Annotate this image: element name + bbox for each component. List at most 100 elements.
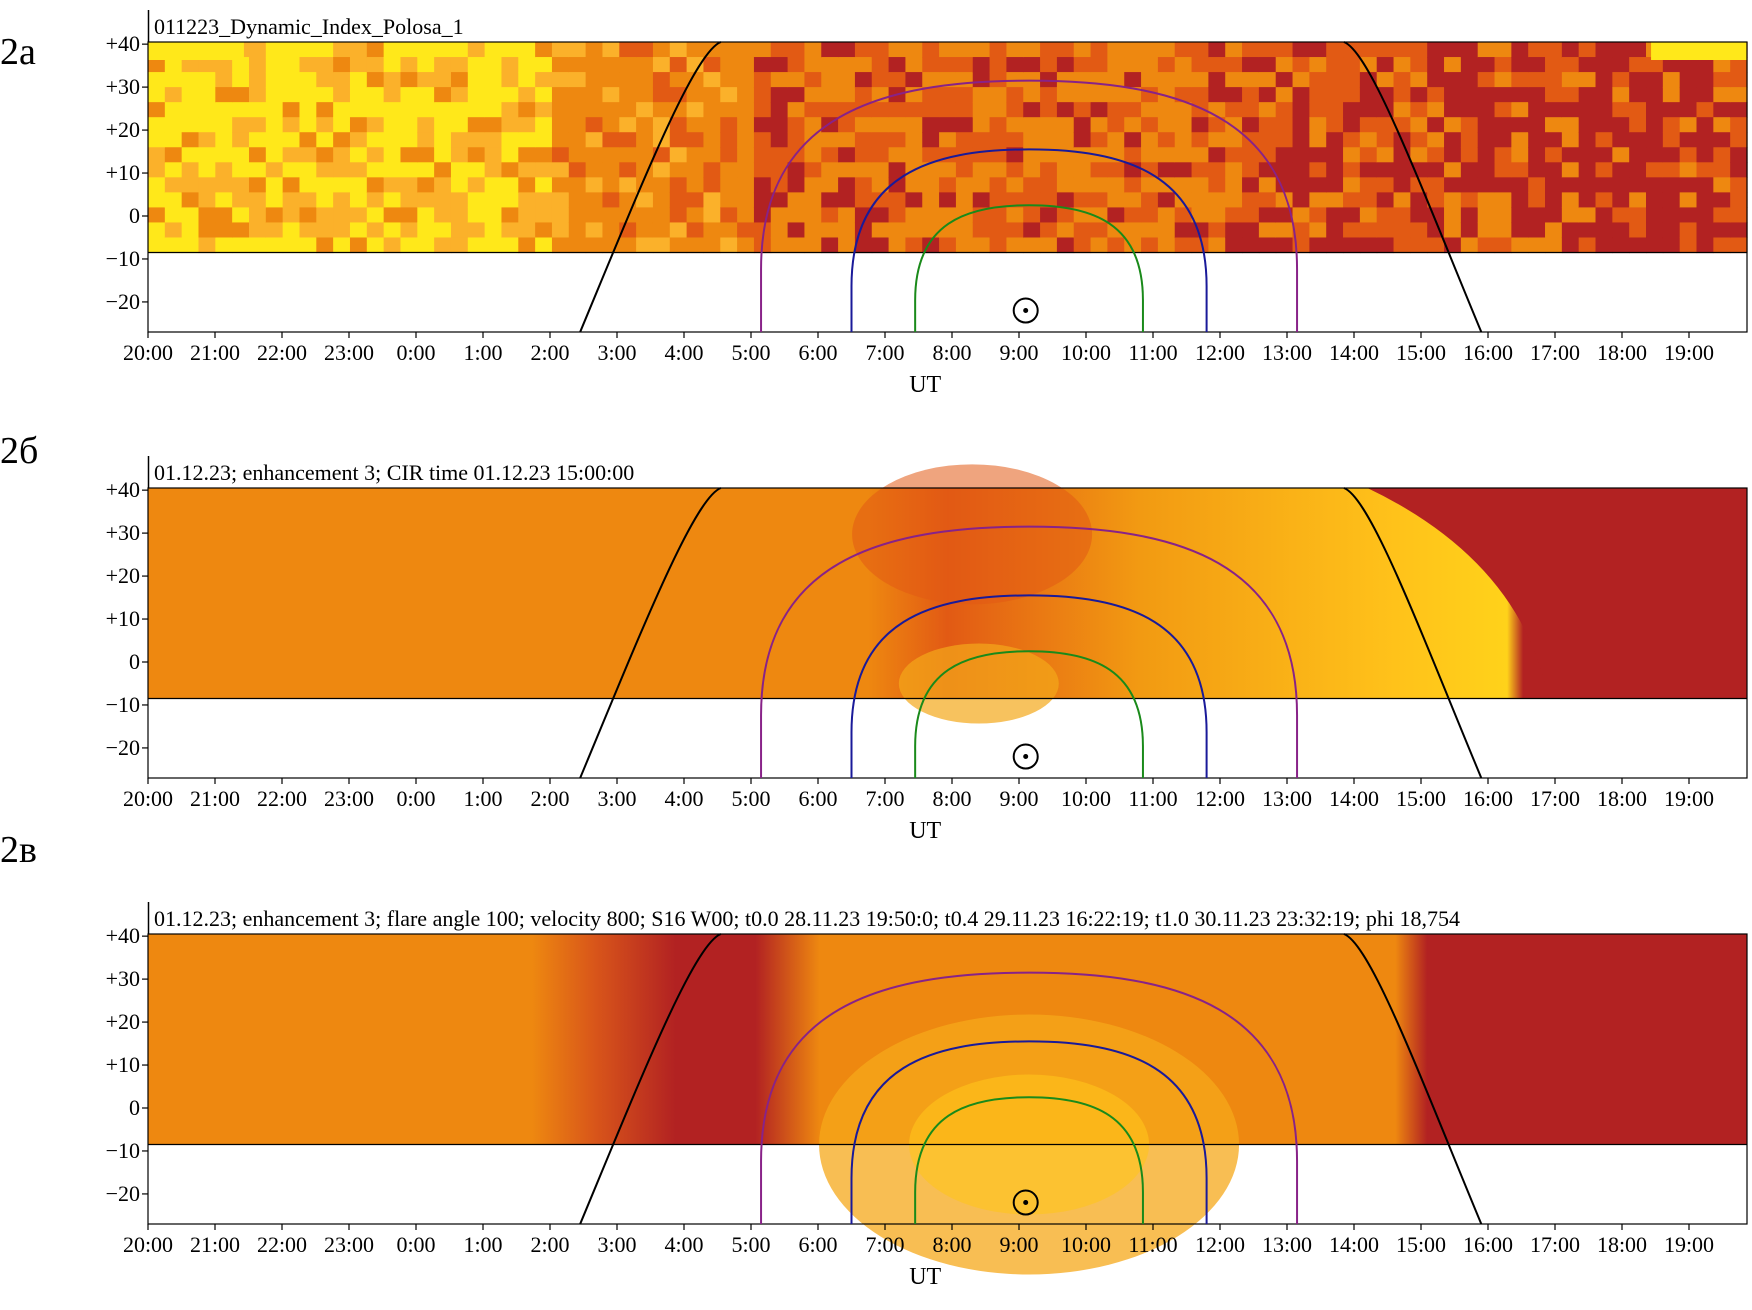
heatmap-cell — [888, 132, 907, 148]
heatmap-cell — [1444, 237, 1462, 254]
heatmap-cell — [1460, 117, 1479, 133]
heatmap-cell — [619, 42, 637, 58]
heatmap-cell — [1174, 207, 1193, 224]
heatmap-cell — [720, 147, 738, 163]
heatmap-cell — [737, 222, 755, 239]
heatmap-cell — [1494, 42, 1512, 58]
heatmap-cell — [1309, 177, 1327, 193]
heatmap-cell — [602, 192, 620, 209]
heatmap-cell — [1713, 237, 1731, 254]
heatmap-cell — [164, 207, 183, 224]
heatmap-cell — [467, 177, 486, 193]
heatmap-cell — [1073, 42, 1092, 58]
heatmap-cell — [1646, 117, 1664, 133]
heatmap-cell — [1073, 237, 1092, 254]
panel-title: 011223_Dynamic_Index_Polosa_1 — [154, 14, 464, 39]
heatmap-cell — [1528, 117, 1546, 133]
heatmap-cell — [501, 132, 519, 148]
heatmap-cell — [333, 102, 351, 118]
heatmap-cell — [619, 132, 637, 148]
heatmap-cell — [484, 222, 503, 239]
heatmap-cell — [686, 147, 705, 163]
heatmap-cell — [972, 192, 991, 209]
x-tick-label: 5:00 — [731, 1232, 770, 1257]
heatmap-cell — [1477, 87, 1496, 103]
heatmap-cell — [1494, 147, 1512, 163]
heatmap-cell — [1090, 177, 1108, 193]
heatmap-cell — [1359, 162, 1378, 178]
panel-label-b: 2б — [0, 430, 39, 472]
heatmap-cell — [1528, 192, 1546, 209]
heatmap-cell — [232, 72, 250, 88]
x-tick-label: 21:00 — [190, 1232, 240, 1257]
heatmap-cell — [518, 57, 536, 73]
heatmap-cell — [1595, 57, 1613, 73]
heatmap-cell — [1651, 42, 1747, 60]
heatmap-cell — [450, 207, 469, 224]
heatmap-cell — [1646, 222, 1664, 239]
heatmap-cell — [989, 102, 1008, 118]
heatmap-cell — [551, 237, 570, 254]
heatmap-cell — [1528, 57, 1546, 73]
heatmap-cell — [1696, 132, 1714, 148]
heatmap-cell — [232, 102, 250, 118]
x-tick-label: 23:00 — [324, 786, 374, 811]
heatmap-cell — [737, 42, 755, 58]
heatmap-cell — [181, 237, 200, 254]
heatmap-cell — [1040, 57, 1058, 73]
heatmap-cell — [181, 222, 200, 239]
heatmap-cell — [1023, 237, 1041, 254]
heatmap-cell — [871, 72, 890, 88]
x-tick-label: 0:00 — [396, 786, 435, 811]
heatmap-cell — [198, 192, 216, 209]
heatmap-cell — [400, 57, 418, 73]
heatmap-cell — [1292, 72, 1310, 88]
heatmap-cell — [737, 147, 755, 163]
heatmap-cell — [1359, 237, 1378, 254]
x-tick-label: 16:00 — [1463, 1232, 1513, 1257]
heatmap-cell — [619, 237, 637, 254]
heatmap-cell — [232, 87, 250, 103]
x-tick-label: 16:00 — [1463, 340, 1513, 365]
x-tick-label: 18:00 — [1597, 1232, 1647, 1257]
heatmap-cell — [922, 222, 940, 239]
heatmap-cell — [871, 207, 890, 224]
heatmap-cell — [181, 192, 200, 209]
heatmap-cell — [282, 57, 301, 73]
heatmap-cell — [787, 72, 806, 88]
heatmap-cell — [1343, 162, 1361, 178]
heatmap-cell — [905, 42, 923, 58]
heatmap-cell — [1242, 222, 1260, 239]
heatmap-cell — [905, 102, 923, 118]
heatmap-cell — [1359, 222, 1378, 239]
heatmap-cell — [349, 132, 368, 148]
heatmap-cell — [1410, 237, 1428, 254]
heatmap-cell — [333, 42, 351, 58]
heatmap-cell — [1157, 72, 1176, 88]
heatmap-cell — [787, 237, 806, 254]
heatmap-cell — [1258, 192, 1277, 209]
heatmap-cell — [568, 117, 587, 133]
heatmap-cell — [467, 42, 486, 58]
heatmap-cell — [265, 147, 284, 163]
heatmap-cell — [1107, 87, 1125, 103]
heatmap-cell — [1376, 87, 1395, 103]
heatmap-cell — [501, 57, 519, 73]
heatmap-cell — [1578, 42, 1597, 58]
heatmap-cell — [265, 162, 284, 178]
heatmap-cell — [551, 102, 570, 118]
heatmap-cell — [1713, 147, 1731, 163]
heatmap-cell — [1040, 207, 1058, 224]
heatmap-cell — [1578, 177, 1597, 193]
heatmap-cell — [922, 207, 940, 224]
heatmap-cell — [1343, 132, 1361, 148]
heatmap-cell — [316, 87, 334, 103]
heatmap-cell — [248, 87, 267, 103]
heatmap-cell — [1545, 132, 1563, 148]
panel-1: 011223_Dynamic_Index_Polosa_1 +40 +30 +20 +1… — [106, 10, 1748, 398]
heatmap-cell — [1595, 237, 1613, 254]
heatmap-cell — [1124, 222, 1142, 239]
heatmap-cell — [1208, 147, 1226, 163]
heatmap-cell — [1343, 57, 1361, 73]
heatmap-cell — [770, 117, 789, 133]
